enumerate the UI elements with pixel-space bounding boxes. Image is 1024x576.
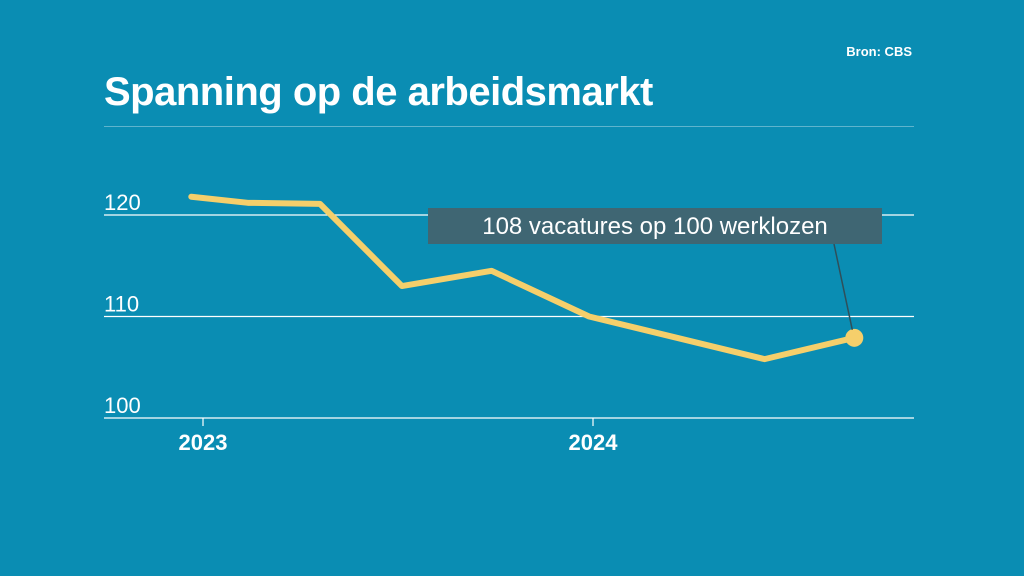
chart-title: Spanning op de arbeidsmarkt (104, 70, 653, 114)
annotation-leader-line (833, 243, 854, 330)
x-tick-label: 2023 (179, 430, 228, 455)
annotation-box (428, 208, 882, 244)
y-tick-label: 110 (104, 292, 139, 317)
grid-layer (104, 214, 914, 419)
series-line (188, 193, 858, 363)
annotation: 108 vacatures op 100 werklozen (428, 208, 882, 330)
y-axis-ticks: 120 110 100 (104, 190, 141, 418)
title-divider (104, 126, 914, 127)
y-tick-label: 120 (104, 190, 141, 215)
series-layer (188, 193, 864, 363)
annotation-label: 108 vacatures op 100 werklozen (482, 213, 828, 240)
x-axis-ticks: 2023 2024 (179, 418, 619, 455)
y-tick-label: 100 (104, 393, 141, 418)
last-data-point (845, 328, 864, 347)
source-label: Bron: CBS (846, 44, 912, 59)
x-tick-label: 2024 (569, 430, 619, 455)
